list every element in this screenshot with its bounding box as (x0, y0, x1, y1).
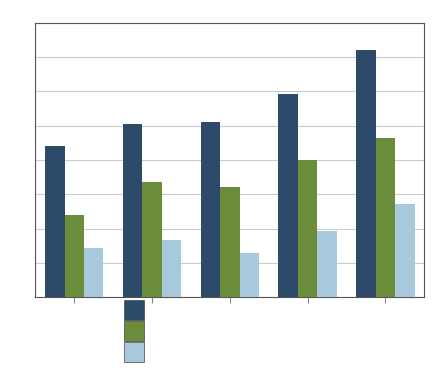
Bar (65, 215, 84, 297)
Bar (376, 138, 395, 297)
Bar (317, 231, 337, 297)
Bar (45, 146, 65, 297)
Bar (356, 50, 376, 297)
Bar (201, 122, 220, 297)
Bar (123, 124, 142, 297)
Bar (278, 94, 298, 297)
Bar (142, 182, 162, 297)
Bar (162, 240, 181, 297)
Bar (395, 204, 415, 297)
Bar (220, 187, 240, 297)
Bar (84, 248, 103, 297)
Bar (240, 253, 259, 297)
Bar (298, 160, 317, 297)
